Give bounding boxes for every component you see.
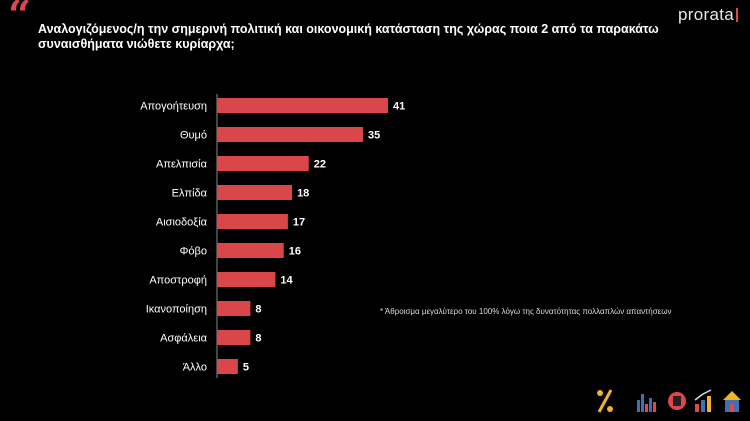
brand-mark [736, 8, 738, 22]
bar-chart-icon [637, 394, 656, 412]
bar [217, 301, 251, 316]
data-label: 22 [314, 159, 326, 171]
growth-chart-icon [694, 389, 712, 412]
category-label: Θυμό [180, 130, 207, 142]
category-label: Φόβο [180, 246, 207, 258]
data-label: 17 [293, 217, 305, 229]
data-label: 5 [243, 362, 249, 374]
footer-icons [597, 389, 741, 413]
data-label: 35 [368, 130, 380, 142]
data-label: 16 [289, 246, 301, 258]
bar [217, 243, 284, 258]
bar [217, 214, 288, 229]
category-label: Άλλο [183, 362, 207, 374]
bar [217, 185, 293, 200]
brand-name: prorata [678, 5, 734, 24]
quote-mark: “ [8, 0, 32, 39]
data-label: 14 [280, 275, 293, 287]
house-icon [723, 391, 741, 412]
category-label: Ελπίδα [172, 188, 208, 200]
cup-icon [668, 392, 686, 410]
category-label: Απογοήτευση [140, 101, 207, 113]
footnote: * Άθροισμα μεγαλύτερο του 100% λόγω της … [380, 307, 672, 316]
data-label: 8 [255, 333, 261, 345]
chart-title: Αναλογιζόμενος/η την σημερινή πολιτική κ… [38, 22, 659, 51]
category-label: Αποστροφή [149, 275, 207, 287]
data-label: 41 [393, 101, 405, 113]
bar [217, 127, 363, 142]
data-label: 8 [255, 304, 261, 316]
bar [217, 330, 251, 345]
percent-icon [597, 389, 613, 413]
category-label: Ασφάλεια [160, 333, 207, 345]
bar [217, 98, 388, 113]
category-label: Ικανοποίηση [146, 304, 207, 316]
category-label: Απελπισία [156, 159, 208, 171]
bar [217, 272, 276, 287]
bar [217, 359, 238, 374]
data-label: 18 [297, 188, 309, 200]
brand-logo: prorata [678, 5, 738, 25]
bar [217, 156, 309, 171]
category-label: Αισιοδοξία [156, 217, 208, 229]
